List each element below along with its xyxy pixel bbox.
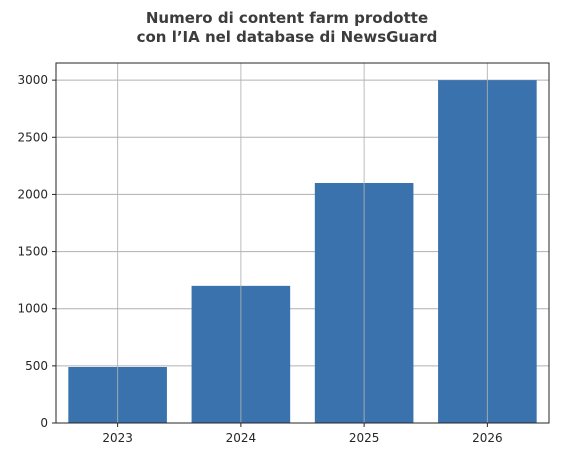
x-tick-label: 2025	[349, 431, 380, 445]
y-tick-label: 500	[25, 359, 48, 373]
y-ticks-layer: 0 500 1000 1500 2000 2500 3000	[17, 73, 56, 430]
y-tick-label: 2000	[17, 187, 48, 201]
y-tick-label: 0	[40, 416, 48, 430]
x-ticks-layer: 2023 2024 2025 2026	[102, 423, 503, 445]
y-tick-label: 3000	[17, 73, 48, 87]
vgrid-layer	[117, 63, 488, 423]
chart-title-line-1: Numero di content farm prodotte	[145, 9, 429, 27]
y-tick-label: 1000	[17, 302, 48, 316]
x-tick-label: 2024	[226, 431, 257, 445]
x-tick-label: 2026	[472, 431, 503, 445]
y-tick-label: 2500	[17, 130, 48, 144]
chart-title: Numero di content farm prodotte con l’IA…	[0, 9, 574, 47]
y-tick-label: 1500	[17, 245, 48, 259]
chart-title-line-2: con l’IA nel database di NewsGuard	[136, 28, 438, 46]
x-tick-label: 2023	[102, 431, 133, 445]
plot-frame	[55, 62, 550, 424]
